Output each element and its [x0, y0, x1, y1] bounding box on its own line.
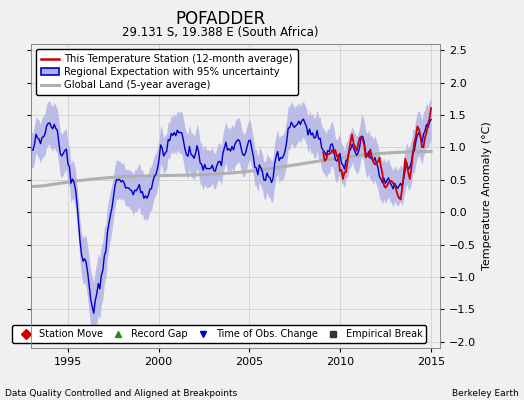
- Legend: Station Move, Record Gap, Time of Obs. Change, Empirical Break: Station Move, Record Gap, Time of Obs. C…: [13, 325, 427, 343]
- Text: 29.131 S, 19.388 E (South Africa): 29.131 S, 19.388 E (South Africa): [122, 26, 318, 39]
- Text: POFADDER: POFADDER: [175, 10, 265, 28]
- Y-axis label: Temperature Anomaly (°C): Temperature Anomaly (°C): [482, 122, 492, 270]
- Text: Berkeley Earth: Berkeley Earth: [452, 389, 519, 398]
- Text: Data Quality Controlled and Aligned at Breakpoints: Data Quality Controlled and Aligned at B…: [5, 389, 237, 398]
